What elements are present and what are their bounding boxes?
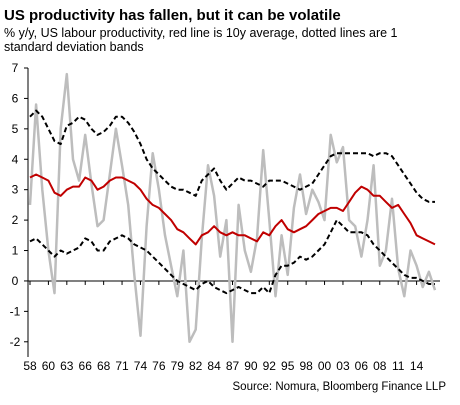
x-tick-label: 98 <box>299 359 313 373</box>
chart-subtitle: % y/y, US labour productivity, red line … <box>4 26 398 54</box>
x-tick-label: 08 <box>373 359 387 373</box>
x-tick-label: 03 <box>336 359 350 373</box>
y-tick-label: 5 <box>12 122 19 136</box>
x-tick-label: 00 <box>318 359 332 373</box>
x-tick-label: 66 <box>79 359 93 373</box>
series-line <box>28 72 437 344</box>
x-tick-label: 71 <box>115 359 129 373</box>
x-tick-label: 76 <box>152 359 166 373</box>
y-tick-label: 0 <box>12 274 19 288</box>
y-tick-label: -2 <box>10 335 21 349</box>
x-tick-label: 58 <box>23 359 37 373</box>
x-tick-label: 84 <box>207 359 221 373</box>
subtitle-box: % y/y, US labour productivity, red line … <box>4 26 398 54</box>
x-tick-label: 79 <box>171 359 185 373</box>
x-tick-label: 68 <box>97 359 111 373</box>
x-tick-label: 82 <box>189 359 203 373</box>
x-tick-label: 87 <box>226 359 240 373</box>
x-tick-label: 06 <box>355 359 369 373</box>
y-tick-label: -1 <box>10 304 21 318</box>
y-tick-label: 4 <box>12 152 19 166</box>
x-tick-label: 92 <box>263 359 277 373</box>
y-tick-label: 6 <box>12 91 19 105</box>
series-line <box>29 109 435 203</box>
x-tick-label: 63 <box>60 359 74 373</box>
x-tick-label: 14 <box>410 359 424 373</box>
y-tick-label: 3 <box>12 183 19 197</box>
x-tick-label: 90 <box>244 359 258 373</box>
series-line <box>29 219 435 295</box>
y-tick-label: 1 <box>12 244 19 258</box>
chart-title: US productivity has fallen, but it can b… <box>4 7 341 24</box>
series-line <box>29 173 436 246</box>
source-note: Source: Nomura, Bloomberg Finance LLP <box>233 381 447 393</box>
y-tick-label: 7 <box>12 61 19 75</box>
x-tick-label: 95 <box>281 359 295 373</box>
x-tick-label: 11 <box>392 359 405 373</box>
x-tick-label: 74 <box>134 359 148 373</box>
y-tick-label: 2 <box>12 213 19 227</box>
x-tick-label: 60 <box>42 359 56 373</box>
